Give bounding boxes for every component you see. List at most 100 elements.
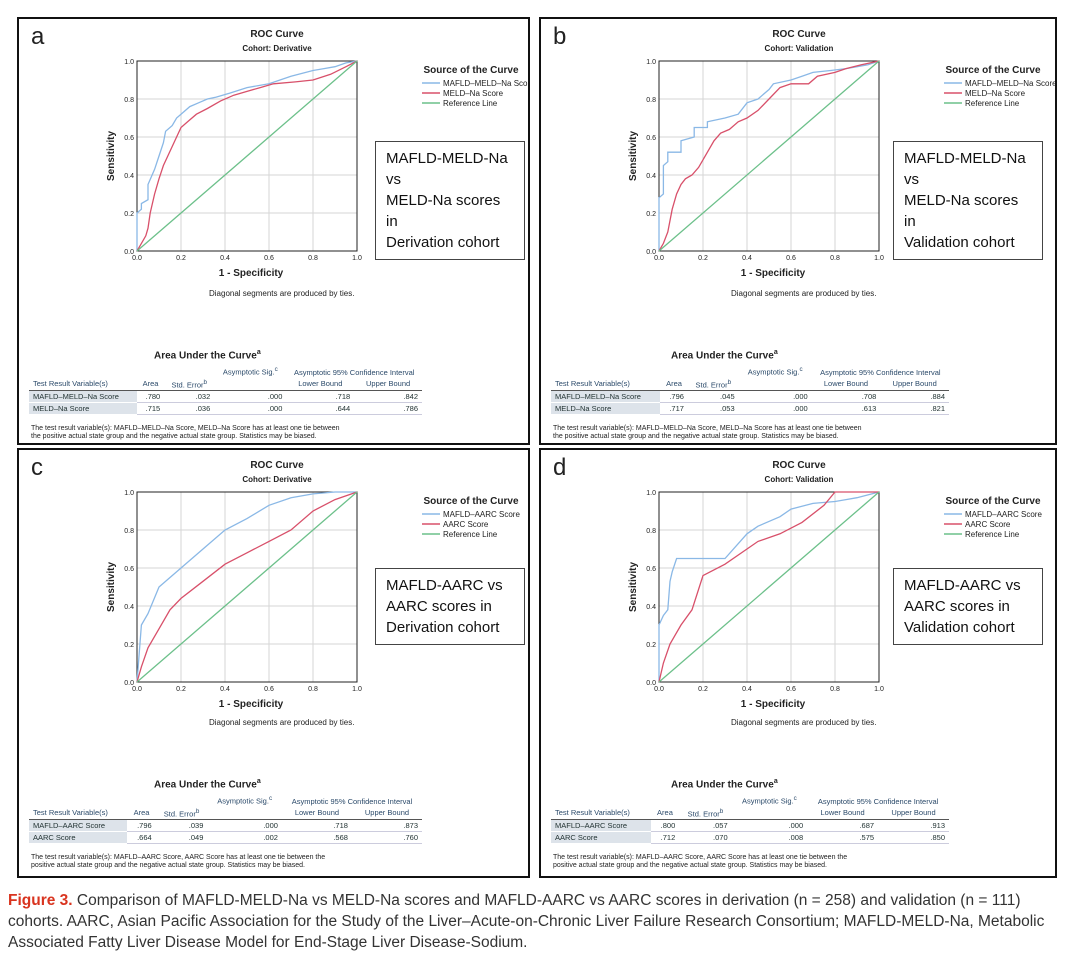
row-label: AARC Score xyxy=(551,831,651,844)
cell-sig: .000 xyxy=(738,390,812,403)
chart-subtitle: Cohort: Validation xyxy=(765,475,834,484)
y-tick-label: 0.4 xyxy=(646,173,656,180)
header-se: Std. Errorb xyxy=(679,806,732,820)
x-tick-label: 1.0 xyxy=(352,686,362,693)
series-line-0 xyxy=(658,60,880,251)
series-line-0 xyxy=(136,491,357,683)
header-variable: Test Result Variable(s) xyxy=(551,806,651,820)
legend-title: Source of the Curve xyxy=(423,65,518,76)
table-row: MELD–Na Score .715.036.000.644.786 xyxy=(29,402,422,415)
y-tick-label: 0.8 xyxy=(124,528,134,535)
diagonal-note: Diagonal segments are produced by ties. xyxy=(731,718,877,727)
y-tick-label: 0.0 xyxy=(646,249,656,256)
cell-se: .057 xyxy=(679,819,732,832)
table-row: MAFLD–AARC Score .800.057.000.687.913 xyxy=(551,819,949,832)
x-tick-label: 0.0 xyxy=(132,255,142,262)
callout-box: MAFLD-MELD-Na vs MELD-Na scores in Derivat… xyxy=(375,141,525,260)
cell-upper: .842 xyxy=(354,390,422,403)
header-sig-text: Asymptotic Sig. xyxy=(217,796,269,806)
y-axis-label: Sensitivity xyxy=(628,131,639,181)
auc-title-sup: a xyxy=(256,778,261,785)
header-se-text: Std. Error xyxy=(687,809,720,818)
cell-area: .715 xyxy=(136,402,165,415)
y-tick-label: 0.0 xyxy=(124,680,134,687)
series-line-2 xyxy=(658,491,880,683)
table-row: MELD–Na Score .717.053.000.613.821 xyxy=(551,402,949,415)
y-tick-label: 0.6 xyxy=(646,566,656,573)
diagonal-note: Diagonal segments are produced by ties. xyxy=(209,718,355,727)
header-se-text: Std. Error xyxy=(171,380,204,389)
legend-item: MAFLD–AARC Score xyxy=(443,510,520,519)
header-se-sup: b xyxy=(727,378,732,386)
panel-letter: a xyxy=(31,23,45,50)
auc-table: Asymptotic Sig.c Asymptotic 95% Confidenc… xyxy=(29,365,422,415)
x-tick-label: 0.6 xyxy=(786,255,796,262)
footnote-line: the positive actual state group and the … xyxy=(553,433,839,440)
cell-area: .717 xyxy=(660,402,688,415)
diagonal-note: Diagonal segments are produced by ties. xyxy=(731,289,877,298)
panel-a: a ROC Curve Cohort: Derivative 0.0 0.0 0.2 0.2… xyxy=(17,17,530,445)
table-row: AARC Score .712.070.008.575.850 xyxy=(551,831,949,844)
chart-title: ROC Curve xyxy=(250,460,304,471)
series-line-1 xyxy=(658,491,879,683)
legend-item: Reference Line xyxy=(965,99,1020,108)
panel-c: c ROC Curve Cohort: Derivative 0.0 0.0 0.2 0.2… xyxy=(17,448,530,878)
header-se: Std. Errorb xyxy=(687,377,739,391)
panel-letter: d xyxy=(553,454,567,481)
series-line-2 xyxy=(658,60,880,252)
header-lower: Lower Bound xyxy=(286,377,355,391)
diagonal-note: Diagonal segments are produced by ties. xyxy=(209,289,355,298)
roc-chart: ROC Curve Cohort: Derivative 0.00.0 0.2 0.2 0… xyxy=(106,460,520,710)
y-tick-label: 0.6 xyxy=(124,566,134,573)
cell-lower: .687 xyxy=(807,819,879,832)
header-area: Area xyxy=(127,806,156,820)
x-tick-label: 1.0 xyxy=(874,255,884,262)
callout-line: AARC scores in xyxy=(386,598,492,615)
header-sig-sup: c xyxy=(799,366,803,373)
cell-area: .796 xyxy=(660,390,688,403)
header-sig-sup: c xyxy=(793,795,797,802)
y-tick-label: 0.8 xyxy=(646,97,656,104)
callout-box: MAFLD-AARC vs AARC scores in Derivation co… xyxy=(375,568,525,645)
legend-item: AARC Score xyxy=(965,520,1011,529)
auc-title: Area Under the Curvea xyxy=(671,778,778,790)
cell-sig: .000 xyxy=(731,819,808,832)
cell-se: .070 xyxy=(679,831,732,844)
x-tick-label: 0.6 xyxy=(264,255,274,262)
plot-frame xyxy=(136,491,358,683)
y-tick-label: 0.0 xyxy=(646,680,656,687)
callout-line: Validation cohort xyxy=(904,234,1015,251)
auc-title-sup: a xyxy=(773,349,778,356)
chart-subtitle: Cohort: Derivative xyxy=(242,475,312,484)
y-tick-label: 0.6 xyxy=(646,135,656,142)
caption-text: Comparison of MAFLD-MELD-Na vs MELD-Na s… xyxy=(8,892,1045,951)
header-ci: Asymptotic 95% Confidence Interval xyxy=(817,796,939,806)
y-axis-label: Sensitivity xyxy=(106,562,117,612)
y-tick-label: 0.2 xyxy=(646,211,656,218)
caption-label: Figure 3. xyxy=(8,892,73,909)
legend-title: Source of the Curve xyxy=(423,496,518,507)
table-row: AARC Score .664.049.002.568.760 xyxy=(29,831,422,844)
header-se-sup: b xyxy=(195,807,200,815)
header-ci: Asymptotic 95% Confidence Interval xyxy=(291,796,413,806)
panel-b: b ROC Curve Cohort: Validation 0.0 0.0 0.2 0.2… xyxy=(539,17,1057,445)
cell-upper: .821 xyxy=(880,402,949,415)
header-ci: Asymptotic 95% Confidence Interval xyxy=(293,367,415,377)
roc-chart: ROC Curve Cohort: Derivative 0.00.0 0.2 0.2 0… xyxy=(106,29,528,279)
x-tick-label: 0.4 xyxy=(220,686,230,693)
auc-title: Area Under the Curvea xyxy=(671,349,778,361)
series-line-2 xyxy=(136,60,358,252)
callout-line: AARC scores in xyxy=(904,598,1010,615)
callout-line: MAFLD-MELD-Na vs xyxy=(386,150,508,188)
cell-se: .032 xyxy=(164,390,215,403)
x-tick-label: 0.8 xyxy=(308,686,318,693)
header-lower: Lower Bound xyxy=(811,377,881,391)
header-se-sup: b xyxy=(719,807,724,815)
y-tick-label: 1.0 xyxy=(646,490,656,497)
header-area: Area xyxy=(136,377,165,391)
y-tick-label: 0.2 xyxy=(124,642,134,649)
cell-upper: .850 xyxy=(878,831,949,844)
cell-lower: .718 xyxy=(286,390,355,403)
footnote-line: The test result variable(s): MAFLD–AARC … xyxy=(31,854,326,861)
y-tick-label: 0.4 xyxy=(124,604,134,611)
